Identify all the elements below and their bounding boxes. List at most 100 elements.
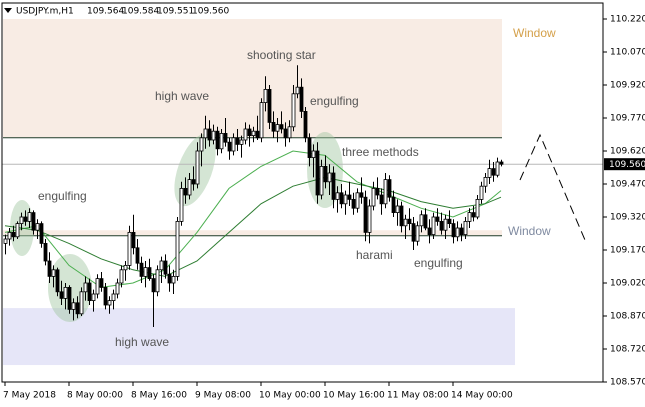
candle-body: [267, 89, 272, 123]
candle-body: [3, 238, 8, 244]
candle-body: [75, 302, 80, 315]
candle-body: [15, 223, 20, 238]
candle-body: [107, 300, 112, 306]
candle-body: [111, 293, 116, 301]
candle-body: [243, 128, 248, 141]
candle-body: [499, 161, 504, 165]
candle-body: [387, 179, 392, 198]
y-tick-label: 109.020: [610, 279, 645, 289]
candle-body: [459, 227, 464, 235]
candle-body: [255, 130, 260, 139]
y-tick-label: 108.570: [610, 378, 645, 388]
plot: Window shooting star high wave engulfing thr…: [3, 26, 556, 349]
candle-body: [399, 205, 404, 227]
candle-body: [263, 89, 268, 104]
x-tick-label: 14 May 00:00: [451, 391, 513, 401]
candle-body: [451, 223, 456, 238]
candle-body: [55, 269, 60, 293]
candle-body: [375, 187, 380, 196]
annotation: engulfing: [310, 94, 359, 108]
annotation: Window: [508, 224, 551, 238]
candle-body: [187, 179, 192, 196]
candle-body: [467, 212, 472, 222]
candle-body: [211, 130, 216, 141]
candle-body: [59, 291, 64, 299]
candle-body: [307, 137, 312, 159]
annotation: high wave: [155, 89, 209, 103]
candle-body: [283, 128, 288, 139]
candle-body: [379, 194, 384, 205]
candle-body: [223, 132, 228, 143]
candle-body: [115, 282, 120, 295]
candle-body: [403, 218, 408, 227]
candle-body: [367, 205, 372, 233]
candle-body: [435, 216, 440, 222]
candle-body: [247, 128, 252, 136]
candle-body: [135, 247, 140, 264]
y-tick-label: 109.620: [610, 147, 645, 157]
candle-body: [19, 216, 24, 224]
candle-body: [183, 187, 188, 196]
candle-body: [219, 132, 224, 150]
x-tick-label: 9 May 08:00: [195, 391, 251, 401]
candle-body: [131, 231, 136, 249]
candle-body: [419, 214, 424, 227]
candle-body: [203, 128, 208, 139]
candle-body: [195, 150, 200, 185]
ohlc-high: 109.584: [122, 7, 159, 17]
axes: 110.220 110.070 109.920 109.770 109.620 109.4…: [2, 15, 645, 401]
candle-body: [471, 212, 476, 218]
y-tick-label: 109.920: [610, 81, 645, 91]
y-tick-label: 109.470: [610, 180, 645, 190]
zone: [3, 230, 502, 236]
candle-body: [63, 286, 68, 299]
candle-body: [35, 223, 40, 231]
candle-body: [39, 223, 44, 244]
candle-body: [479, 185, 484, 200]
y-tick-label: 108.720: [610, 345, 645, 355]
x-tick-label: 8 May 00:00: [67, 391, 123, 401]
ohlc-open: 109.564: [87, 7, 124, 17]
candle-body: [31, 212, 36, 231]
y-tick-label: 108.870: [610, 312, 645, 322]
candle-body: [99, 278, 104, 288]
candle-body: [447, 218, 452, 224]
candle-body: [415, 225, 420, 242]
candle-body: [395, 205, 400, 213]
candle-body: [47, 260, 52, 277]
candle-body: [179, 187, 184, 222]
moving-average: [4, 150, 502, 288]
candle-body: [291, 93, 296, 128]
ohlc-close: 109.560: [192, 7, 229, 17]
candle-body: [251, 130, 256, 136]
candle-body: [191, 179, 196, 185]
candle-body: [71, 302, 76, 310]
candle-body: [299, 86, 304, 112]
candle-body: [351, 198, 356, 209]
x-tick-label: 10 May 00:00: [259, 391, 321, 401]
y-tick-label: 110.220: [610, 15, 645, 25]
candle-body: [7, 231, 12, 240]
candle-body: [311, 150, 316, 158]
candle-body: [303, 111, 308, 139]
candle-body: [391, 196, 396, 213]
candle-body: [11, 231, 16, 238]
annotation: high wave: [115, 335, 169, 349]
y-tick-label: 109.770: [610, 114, 645, 124]
candle-body: [199, 137, 204, 152]
candle-body: [483, 176, 488, 187]
candle-body: [155, 269, 160, 293]
candle-body: [87, 282, 92, 302]
candle-body: [495, 161, 500, 176]
candle-body: [91, 293, 96, 301]
candle-body: [239, 139, 244, 145]
candle-body: [319, 165, 324, 196]
x-tick-label: 8 May 16:00: [131, 391, 187, 401]
annotation: three methods: [342, 145, 419, 159]
x-tick-label: 10 May 16:00: [323, 391, 385, 401]
moving-average: [4, 176, 502, 277]
candle-body: [123, 264, 128, 271]
candle-body: [431, 216, 436, 236]
zone: [3, 19, 502, 138]
